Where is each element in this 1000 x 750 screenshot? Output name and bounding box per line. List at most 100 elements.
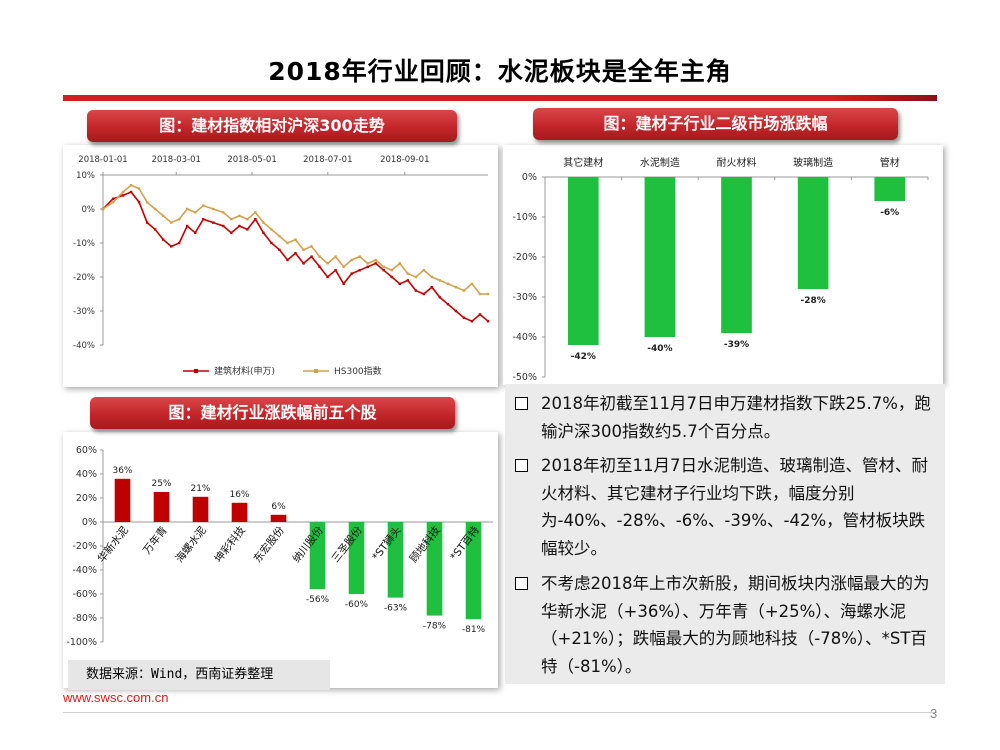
series-point (342, 282, 345, 285)
y-tick-label: -80% (72, 613, 97, 624)
data-label: -40% (647, 344, 672, 354)
data-label: -63% (384, 604, 408, 614)
bullet-text: 2018年初至11月7日水泥制造、玻璃制造、管材、耐火材料、其它建材子行业均下跌… (541, 456, 928, 558)
series-point (366, 262, 369, 265)
series-point (422, 292, 426, 296)
series-point (454, 286, 458, 289)
category-label: 耐火材料 (717, 156, 757, 169)
series-point (390, 275, 393, 279)
series-point (254, 218, 257, 221)
chart2-label: 图：建材子行业二级市场涨跌幅 (533, 108, 898, 140)
x-tick-label: 2018-03-01 (152, 155, 201, 165)
series-point (486, 292, 490, 296)
series-point (470, 282, 474, 285)
y-tick-label: -40% (72, 565, 97, 576)
data-label: -28% (800, 296, 825, 306)
bar (874, 177, 906, 201)
series-point (366, 265, 369, 268)
series-point (382, 269, 385, 272)
bullet-text: 2018年初截至11月7日申万建材指数下跌25.7%，跑输沪深300指数约5.7… (541, 394, 931, 441)
data-label: -81% (462, 625, 486, 635)
bar (567, 177, 599, 345)
series-point (478, 292, 482, 296)
series-point (310, 245, 313, 248)
data-label: -6% (880, 208, 899, 218)
y-tick-label: -60% (72, 589, 97, 600)
data-label: -78% (423, 622, 447, 632)
series-point (238, 214, 241, 217)
series-point (262, 231, 265, 234)
page-number: 3 (930, 706, 938, 721)
series-point (254, 211, 257, 214)
legend-label: HS300指数 (334, 365, 382, 377)
series-point (382, 265, 385, 268)
series-point (186, 224, 189, 228)
series-point (294, 238, 297, 241)
series-point (430, 286, 434, 289)
data-label: 25% (151, 479, 171, 489)
website-link[interactable]: www.swsc.com.cn (63, 690, 169, 705)
series-point (358, 255, 361, 258)
y-tick-label: 0% (522, 172, 537, 183)
series-point (462, 316, 466, 319)
series-point (177, 241, 181, 245)
data-label: 36% (112, 466, 132, 476)
y-tick-label: 20% (76, 493, 97, 504)
series-point (186, 207, 189, 211)
footer-divider (63, 712, 937, 713)
x-tick-label: 2018-09-01 (380, 155, 429, 165)
page-title: 2018年行业回顾：水泥板块是全年主角 (268, 57, 732, 86)
y-tick-label: -20% (512, 252, 537, 263)
series-line-hs300 (102, 184, 488, 295)
series-point (414, 275, 418, 279)
series-point (121, 194, 125, 197)
series-point (422, 269, 426, 272)
chart1-label: 图：建材指数相对沪深300走势 (87, 110, 457, 142)
category-label: 玻璃制造 (793, 156, 833, 169)
bar (270, 514, 287, 522)
y-tick-label: -50% (512, 372, 537, 383)
series-point (202, 204, 205, 207)
y-tick-label: -10% (512, 212, 537, 223)
series-point (374, 258, 377, 262)
chart1-svg: 10% 0% -10% -20% -30% -40% 2018-01-01 2018-03-0… (73, 155, 490, 377)
series-point (161, 214, 165, 217)
x-tick-label: 2018-07-01 (303, 155, 352, 165)
series-point (438, 296, 442, 299)
series-point (398, 262, 401, 265)
y-tick-label: 40% (76, 469, 97, 480)
bullet-box-icon (515, 459, 528, 472)
chart2-panel: 0% -10% -20% -30% -40% -50% 其它建材 -42% 水泥制造 -40% 耐火… (503, 145, 943, 385)
series-point (194, 211, 197, 214)
y-tick-label: -30% (512, 292, 537, 303)
series-point (374, 262, 377, 265)
series-point (398, 282, 401, 285)
series-point (145, 201, 149, 204)
series-point (446, 303, 450, 306)
summary-panel: 2018年初截至11月7日申万建材指数下跌25.7%，跑输沪深300指数约5.7… (505, 384, 945, 684)
series-point (177, 218, 181, 221)
title-divider (63, 95, 937, 101)
y-tick-label: -20% (72, 541, 97, 552)
series-point (454, 309, 458, 313)
series-point (310, 255, 313, 258)
x-tick-label: 2018-05-01 (227, 155, 276, 165)
bar (231, 502, 248, 522)
series-point (270, 241, 273, 245)
y-tick-label: -10% (73, 239, 95, 249)
data-source: 数据来源：Wind，西南证券整理 (68, 660, 330, 690)
series-point (342, 265, 345, 268)
series-point (278, 235, 281, 238)
series-point (294, 252, 297, 255)
bar (153, 492, 170, 522)
bar (387, 522, 404, 598)
series-point (230, 231, 233, 234)
y-tick-label: -40% (512, 332, 537, 343)
bar (348, 522, 365, 594)
series-point (230, 218, 233, 221)
y-tick-label: -40% (73, 341, 95, 351)
series-point (462, 289, 466, 292)
series-point (446, 282, 450, 285)
data-label: 6% (271, 502, 286, 512)
bullet-3: 不考虑2018年上市次新股，期间板块内涨幅最大的为华新水泥（+36%）、万年青（… (515, 570, 937, 680)
